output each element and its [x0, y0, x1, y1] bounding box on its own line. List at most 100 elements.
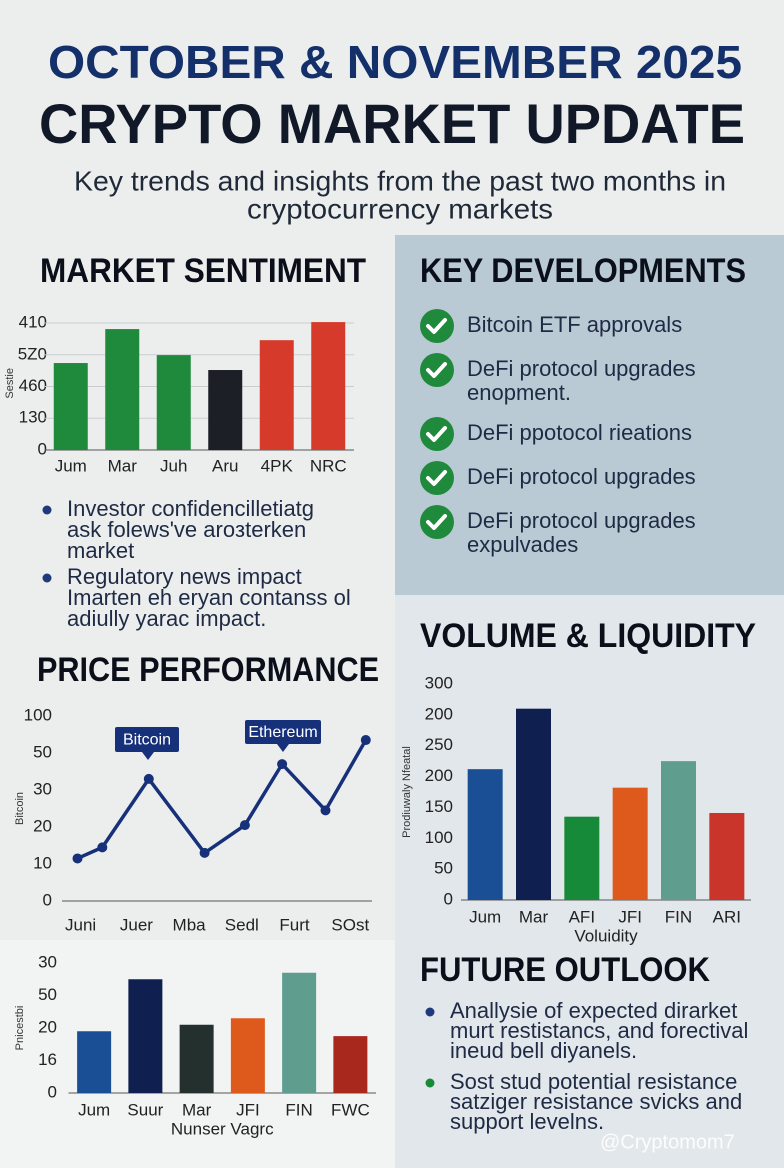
y-tick-label: 50 — [434, 859, 453, 878]
y-tick-label: 10 — [33, 853, 52, 872]
y-tick-label: 20 — [33, 816, 52, 835]
annotation-text: Ethereum — [248, 724, 317, 741]
x-tick-label: Mar — [182, 1100, 212, 1119]
x-tick-label: JFI — [618, 907, 642, 926]
x-tick-label: Mba — [173, 915, 207, 934]
bullet-text: ineud bell diyanels. — [450, 1038, 637, 1063]
y-tick-label: 50 — [33, 742, 52, 761]
y-tick-label: 50 — [38, 985, 57, 1004]
development-text: DeFi protocol upgrades — [467, 464, 696, 489]
x-tick-label: FWC — [331, 1100, 370, 1119]
price-point — [277, 759, 288, 770]
x-tick-label: ARI — [713, 907, 741, 926]
x-tick-label: Mar — [519, 907, 549, 926]
subtitle: cryptocurrency markets — [247, 193, 553, 224]
y-tick-label: 16 — [38, 1050, 57, 1069]
price-point — [320, 805, 331, 816]
bar — [230, 1018, 265, 1093]
bar — [516, 708, 551, 900]
price-point — [199, 847, 210, 858]
watermark: @Cryptomom7 — [600, 1131, 735, 1153]
title: OCTOBER & NOVEMBER 2025 — [48, 36, 742, 88]
bullet-text: adiully yarac impact. — [67, 606, 266, 631]
annotation-box — [245, 720, 321, 744]
price-point — [143, 773, 154, 784]
bullet-dot — [425, 1078, 435, 1088]
x-tick-label: Mar — [108, 456, 138, 475]
bar — [128, 979, 163, 1093]
y-axis-label: Sestie — [4, 368, 16, 399]
y-tick-label: 20 — [38, 1017, 57, 1036]
y-tick-label: 30 — [33, 779, 52, 798]
bullet-dot — [42, 505, 52, 515]
x-tick-label: FIN — [665, 907, 692, 926]
annotation-box — [115, 727, 179, 752]
y-tick-label: 100 — [24, 705, 52, 724]
bullet-text: support levelns. — [450, 1109, 604, 1134]
development-text: DeFi protocol upgrades — [467, 508, 696, 533]
check-mark — [426, 426, 447, 442]
development-text: Bitcoin ETF approvals — [467, 312, 682, 337]
bar — [77, 1031, 112, 1093]
y-tick-label: 5Z0 — [18, 344, 47, 363]
bar — [259, 340, 294, 450]
y-tick-label: 150 — [425, 797, 453, 816]
x-tick-label: Furt — [279, 915, 310, 934]
annotation-text: Bitcoin — [123, 732, 171, 749]
y-tick-label: 250 — [425, 735, 453, 754]
x-tick-label: Suur — [127, 1100, 163, 1119]
y-axis-label: Prodiuwaly Nfeatal — [401, 746, 413, 838]
bullet-text: Sost stud potential resistance — [450, 1069, 737, 1094]
annotation-pointer — [277, 744, 289, 752]
bar — [612, 787, 648, 900]
development-text: enopment. — [467, 380, 571, 405]
bar — [208, 370, 243, 450]
headline: CRYPTO MARKET UPDATE — [39, 92, 745, 155]
bar — [661, 761, 696, 900]
subtitle: Key trends and insights from the past tw… — [74, 165, 726, 196]
development-text: DeFi ppotocol rieations — [467, 420, 692, 445]
x-tick-label: SOst — [331, 915, 369, 934]
development-text: DeFi protocol upgrades — [467, 356, 696, 381]
key-developments-panel — [395, 235, 784, 595]
x-tick-label: Jum — [469, 907, 501, 926]
bullet-text: Anallysie of expected dirarket — [450, 998, 737, 1023]
y-axis-label: Pnicestbi — [14, 1006, 26, 1051]
y-tick-label: 410 — [19, 313, 47, 332]
bar — [179, 1024, 214, 1093]
check-mark — [426, 362, 447, 378]
bar — [709, 812, 745, 900]
check-mark — [426, 318, 447, 334]
y-tick-label: 200 — [425, 766, 453, 785]
bar — [467, 769, 503, 900]
price-point — [360, 735, 371, 746]
bullet-text: ask folews've aroзterken — [67, 517, 306, 542]
y-tick-label: 200 — [425, 704, 453, 723]
check-mark — [426, 470, 447, 486]
bar — [282, 972, 317, 1093]
x-tick-label: Sedl — [225, 915, 259, 934]
x-tick-label: Juer — [120, 915, 153, 934]
x-tick-label: Juni — [65, 915, 96, 934]
y-tick-label: 0 — [38, 439, 47, 458]
bullet-text: market — [67, 538, 134, 563]
y-tick-label: 0 — [444, 889, 453, 908]
x-tick-label: NRC — [310, 456, 347, 475]
bullet-text: Investor confidencilletiatg — [67, 496, 314, 521]
bullet-text: satziger resistance svicks and — [450, 1089, 742, 1114]
y-tick-label: 0 — [43, 890, 52, 909]
bullet-text: murt restistancs, and forectival — [450, 1018, 748, 1043]
x-tick-label: Juh — [160, 456, 187, 475]
bar — [311, 322, 346, 450]
development-text: expulvades — [467, 532, 578, 557]
x-axis-label: Nunser Vagrc — [171, 1119, 274, 1138]
y-tick-label: 0 — [48, 1082, 57, 1101]
bar — [333, 1036, 368, 1093]
y-tick-label: 460 — [19, 376, 47, 395]
y-tick-label: 30 — [38, 952, 57, 971]
x-tick-label: Jum — [78, 1100, 110, 1119]
section-title: MARKET SENTIMENT — [40, 252, 366, 290]
bar — [156, 355, 191, 450]
y-tick-label: 130 — [19, 408, 47, 427]
